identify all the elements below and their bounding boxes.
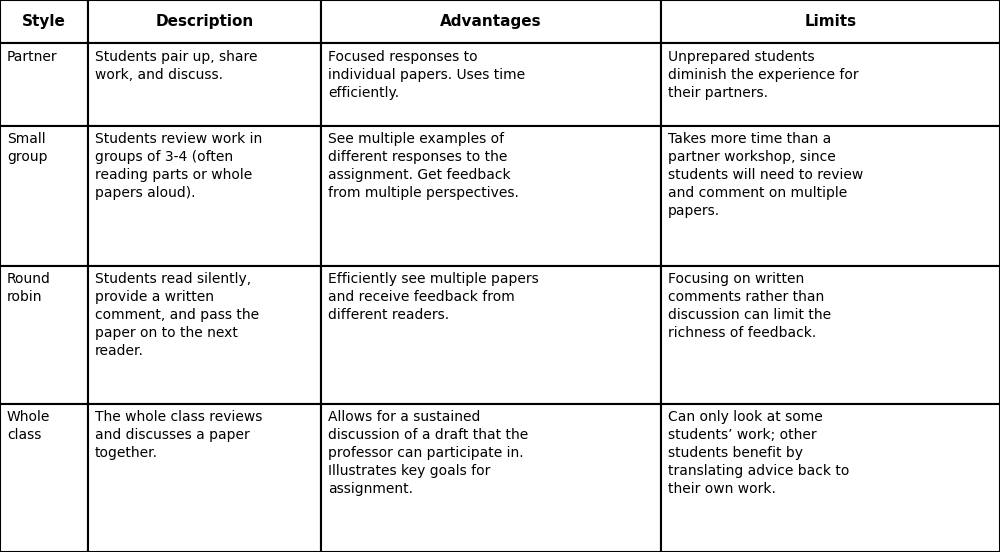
Bar — [0, 266, 88, 404]
Bar — [88, 266, 321, 404]
Text: Small
group: Small group — [7, 132, 48, 164]
Bar — [0, 0, 88, 44]
Text: Takes more time than a
partner workshop, since
students will need to review
and : Takes more time than a partner workshop,… — [668, 132, 863, 217]
Text: Style: Style — [22, 14, 66, 29]
Text: Description: Description — [155, 14, 254, 29]
Text: The whole class reviews
and discusses a paper
together.: The whole class reviews and discusses a … — [95, 410, 262, 460]
Bar — [321, 266, 661, 404]
Bar — [661, 126, 1000, 266]
Text: Students review work in
groups of 3-4 (often
reading parts or whole
papers aloud: Students review work in groups of 3-4 (o… — [95, 132, 262, 200]
Bar — [0, 126, 88, 266]
Bar — [88, 126, 321, 266]
Text: Can only look at some
students’ work; other
students benefit by
translating advi: Can only look at some students’ work; ot… — [668, 410, 849, 496]
Bar — [661, 266, 1000, 404]
Text: Advantages: Advantages — [440, 14, 542, 29]
Text: Partner: Partner — [7, 50, 58, 64]
Text: See multiple examples of
different responses to the
assignment. Get feedback
fro: See multiple examples of different respo… — [328, 132, 519, 200]
Text: Unprepared students
diminish the experience for
their partners.: Unprepared students diminish the experie… — [668, 50, 859, 100]
Bar — [88, 404, 321, 552]
Text: Limits: Limits — [804, 14, 857, 29]
Text: Allows for a sustained
discussion of a draft that the
professor can participate : Allows for a sustained discussion of a d… — [328, 410, 528, 496]
Bar — [0, 404, 88, 552]
Bar — [321, 126, 661, 266]
Text: Students read silently,
provide a written
comment, and pass the
paper on to the : Students read silently, provide a writte… — [95, 272, 259, 358]
Text: Focused responses to
individual papers. Uses time
efficiently.: Focused responses to individual papers. … — [328, 50, 525, 100]
Text: Efficiently see multiple papers
and receive feedback from
different readers.: Efficiently see multiple papers and rece… — [328, 272, 539, 322]
Text: Focusing on written
comments rather than
discussion can limit the
richness of fe: Focusing on written comments rather than… — [668, 272, 831, 340]
Bar — [88, 0, 321, 44]
Bar — [661, 44, 1000, 126]
Text: Students pair up, share
work, and discuss.: Students pair up, share work, and discus… — [95, 50, 258, 82]
Text: Round
robin: Round robin — [7, 272, 51, 304]
Bar — [88, 44, 321, 126]
Bar — [661, 0, 1000, 44]
Bar — [321, 44, 661, 126]
Bar — [321, 404, 661, 552]
Bar — [661, 404, 1000, 552]
Text: Whole
class: Whole class — [7, 410, 50, 442]
Bar — [321, 0, 661, 44]
Bar — [0, 44, 88, 126]
